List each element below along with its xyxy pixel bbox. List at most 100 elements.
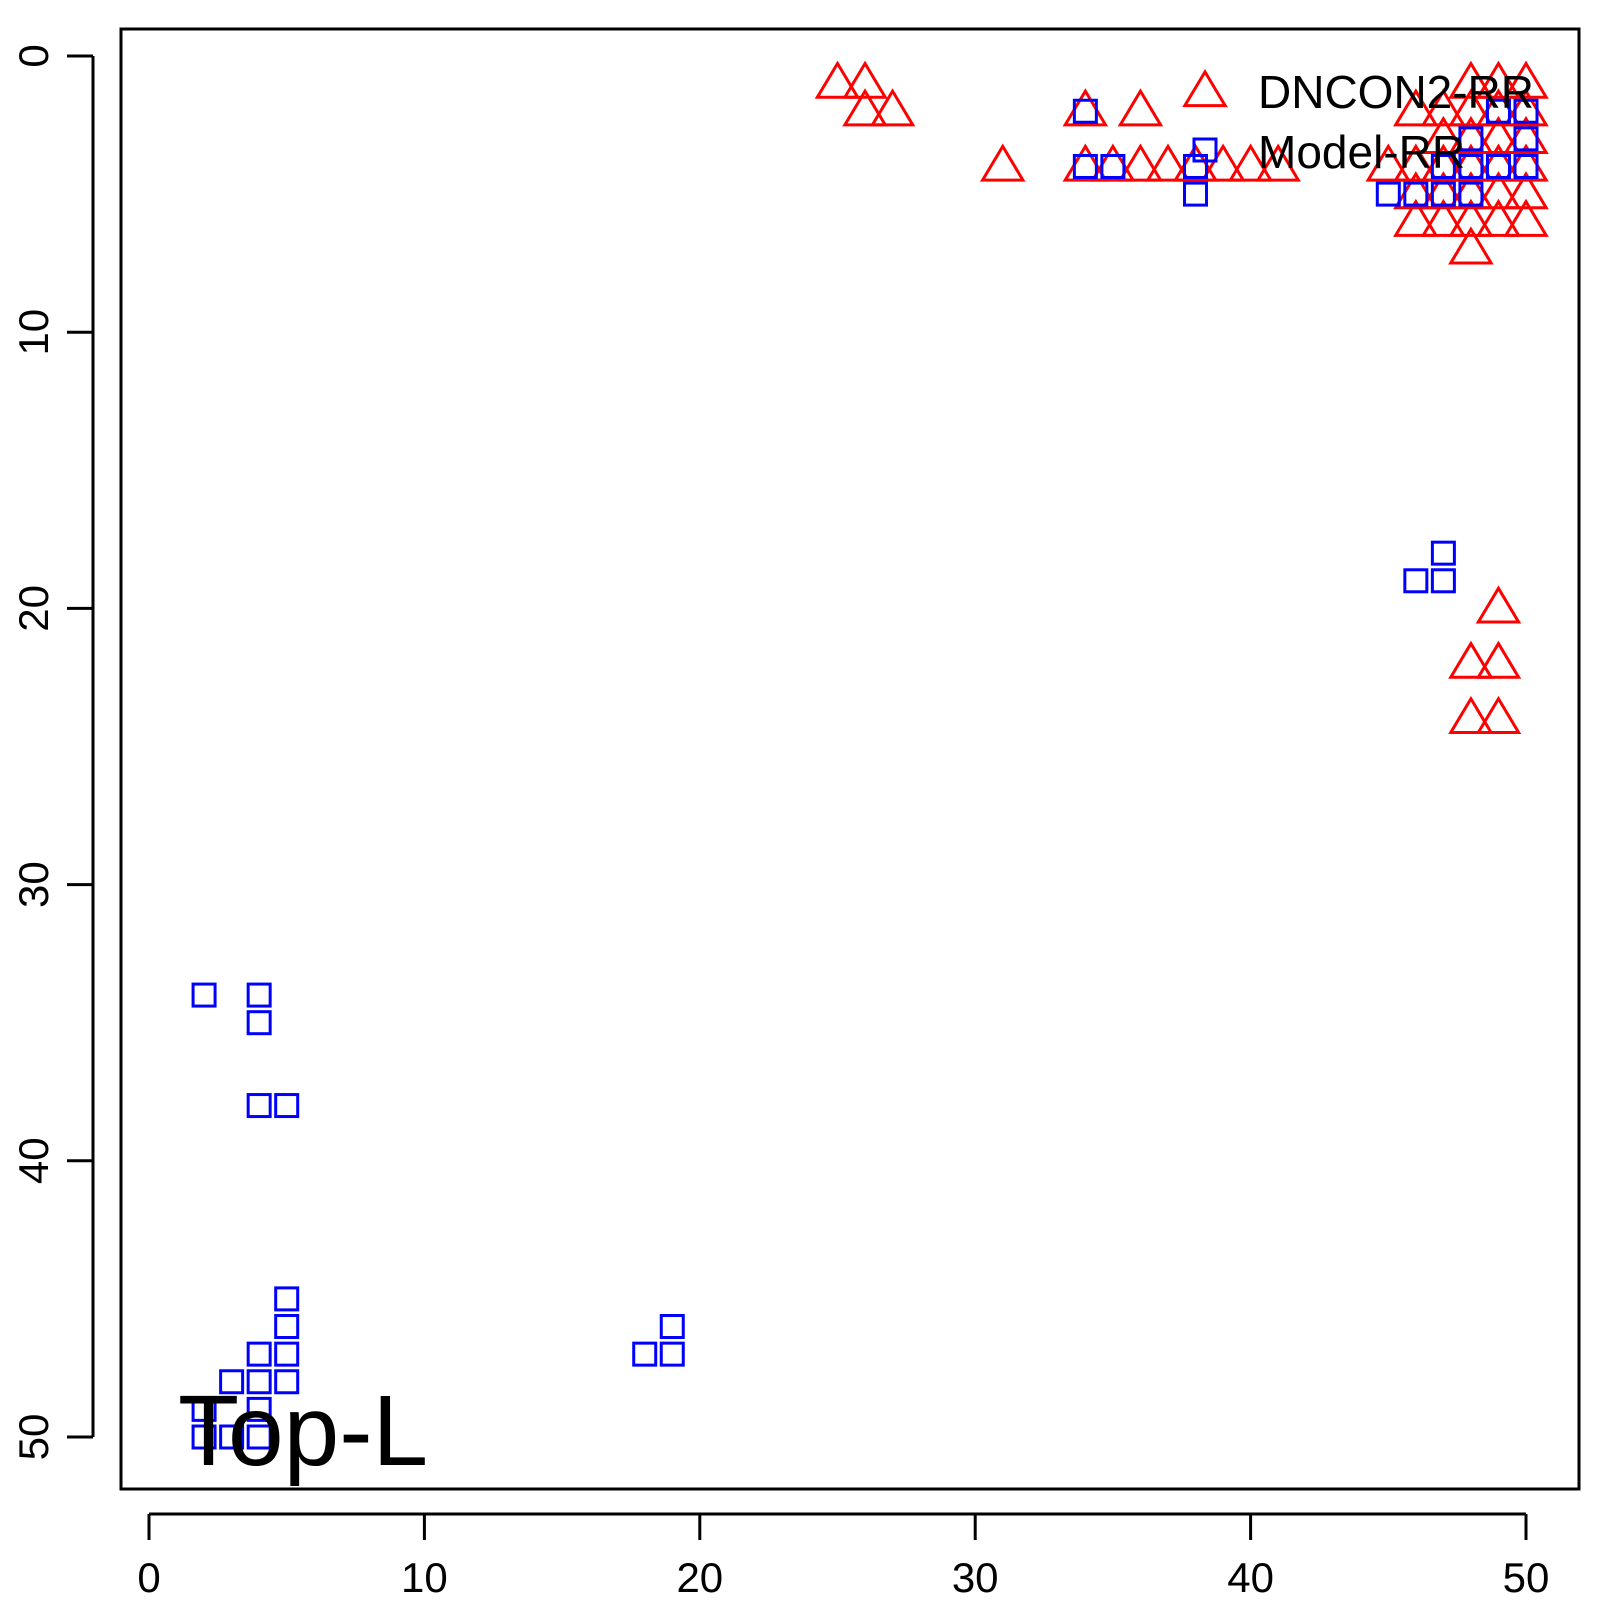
plot-frame [119,27,1581,1491]
data-point-triangle [1503,171,1549,210]
data-marks [191,60,1549,1450]
data-point-square [1485,153,1511,179]
data-point-triangle [1448,695,1494,734]
data-point-square [1458,153,1484,179]
data-point-triangle [1172,143,1219,182]
data-point-triangle [1255,143,1301,182]
data-point-square [191,1396,217,1422]
data-point-triangle [869,88,916,127]
data-point-triangle [1090,143,1136,182]
data-point-square [659,1341,685,1367]
data-point-square [274,1369,300,1395]
data-point-square [274,1314,300,1340]
data-point-triangle [1448,198,1494,237]
data-point-square [1430,181,1456,207]
data-point-triangle [1420,88,1467,127]
data-point-square [632,1341,658,1367]
data-point-triangle [1475,60,1522,99]
data-point-square [1485,98,1511,124]
data-point-triangle [1393,88,1439,127]
data-point-triangle [1117,143,1164,182]
data-point-triangle [1503,198,1549,237]
data-point-triangle [1227,143,1274,182]
data-point-triangle [1200,143,1246,182]
y-tick-label: 30 [10,861,57,908]
data-point-square [1458,126,1484,152]
data-point-square [1513,126,1539,152]
data-point-square [1100,153,1126,179]
y-axis: 0 10 20 30 40 50 [10,44,95,1460]
data-point-square [1430,568,1456,594]
legend-item-dncon2-rr: DNCON2-RR [1182,66,1534,118]
data-point-triangle [1475,115,1522,154]
data-point-triangle [1475,585,1522,624]
data-point-square [246,1093,272,1119]
legend-square-marker [1192,137,1218,163]
data-point-square [246,1424,272,1450]
data-point-square [191,982,217,1008]
data-point-triangle [1062,88,1109,127]
y-tick-label: 10 [10,309,57,356]
data-point-triangle [1448,226,1494,265]
data-point-square [1183,181,1209,207]
data-point-triangle [1393,198,1439,237]
data-point-square [219,1369,245,1395]
data-point-square [1072,98,1098,124]
data-point-triangle [1420,115,1467,154]
data-point-square [659,1314,685,1340]
data-point-square [191,1424,217,1450]
data-point-square [274,1286,300,1312]
legend-label-model-rr: Model-RR [1258,126,1465,178]
data-point-triangle [1475,695,1522,734]
y-tick-label: 40 [10,1137,57,1184]
data-point-triangle [1145,143,1191,182]
legend-triangle-marker [1182,68,1228,108]
data-point-square [246,1010,272,1036]
axes: 0 10 20 30 40 50 0 10 20 30 40 50 [10,44,1550,1601]
x-tick-label: 20 [676,1554,723,1600]
data-point-square [1513,98,1539,124]
data-point-triangle [814,60,861,99]
data-point-square [1458,181,1484,207]
data-point-square [1513,153,1539,179]
data-point-square [219,1424,245,1450]
data-point-triangle [842,88,888,127]
x-axis: 0 10 20 30 40 50 [137,1512,1550,1601]
data-point-triangle [1475,198,1522,237]
data-point-triangle [1062,143,1109,182]
data-point-triangle [979,143,1026,182]
data-point-triangle [842,60,888,99]
data-point-triangle [1117,88,1164,127]
data-point-square [246,1341,272,1367]
data-point-triangle [1393,143,1439,182]
series-model-rr [191,98,1539,1450]
data-point-square [246,1369,272,1395]
data-point-square [1072,153,1098,179]
data-point-triangle [1448,640,1494,679]
data-point-triangle [1475,171,1522,210]
data-point-square [274,1341,300,1367]
legend-label-dncon2-rr: DNCON2-RR [1258,66,1534,118]
legend: DNCON2-RR Model-RR [1182,66,1534,178]
data-point-square [1403,181,1429,207]
data-point-square [1375,181,1401,207]
data-point-square [1403,568,1429,594]
data-point-triangle [1475,640,1522,679]
data-point-square [274,1093,300,1119]
x-tick-label: 50 [1503,1554,1550,1600]
data-point-triangle [1448,88,1494,127]
data-point-square [246,1396,272,1422]
data-point-square [1183,153,1209,179]
y-tick-label: 0 [10,44,57,67]
data-point-triangle [1448,60,1494,99]
x-tick-label: 0 [137,1554,160,1600]
x-tick-label: 30 [952,1554,999,1600]
data-point-square [246,982,272,1008]
data-point-triangle [1503,60,1549,99]
data-point-triangle [1365,143,1412,182]
legend-item-model-rr: Model-RR [1192,126,1465,178]
data-point-square [1430,153,1456,179]
y-tick-label: 20 [10,585,57,632]
